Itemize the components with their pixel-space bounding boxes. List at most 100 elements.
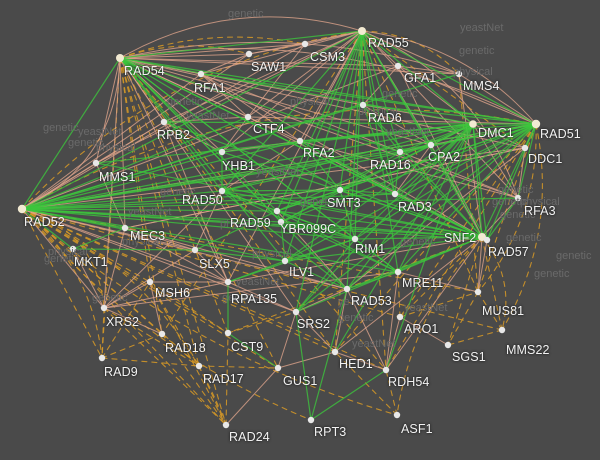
edge-physical	[385, 271, 399, 371]
edge-genetic	[295, 30, 363, 313]
graph-node[interactable]	[92, 159, 100, 167]
graph-node[interactable]	[69, 245, 77, 253]
graph-node[interactable]	[382, 366, 390, 374]
graph-node[interactable]	[218, 187, 226, 195]
edge-yeastnet	[477, 123, 537, 293]
edge-physical	[194, 249, 229, 283]
graph-node[interactable]	[244, 113, 252, 121]
graph-node[interactable]	[224, 329, 232, 337]
edge-genetic	[280, 221, 356, 240]
edge-physical	[95, 57, 121, 164]
graph-node[interactable]	[498, 326, 506, 334]
graph-node[interactable]	[301, 40, 309, 48]
graph-node[interactable]	[121, 224, 129, 232]
edge-genetic	[221, 151, 483, 238]
edge-genetic	[276, 189, 341, 212]
graph-node[interactable]	[336, 186, 344, 194]
edge-physical	[399, 316, 449, 346]
graph-node[interactable]	[273, 207, 281, 215]
graph-node[interactable]	[191, 246, 199, 254]
edge-genetic	[481, 123, 537, 238]
edge-genetic	[21, 151, 223, 210]
edge-genetic	[21, 57, 121, 210]
graph-node[interactable]	[483, 236, 491, 244]
edge-yeastnet	[103, 307, 227, 426]
graph-node[interactable]	[521, 144, 529, 152]
graph-node[interactable]	[224, 278, 232, 286]
edge-physical	[277, 351, 336, 369]
graph-node[interactable]	[222, 421, 230, 429]
edge-genetic	[354, 123, 474, 240]
graph-node[interactable]	[343, 285, 351, 293]
graph-node[interactable]	[98, 354, 106, 362]
edge-genetic	[227, 332, 279, 369]
graph-node[interactable]	[331, 348, 339, 356]
edge-genetic	[21, 123, 474, 210]
edge-physical	[247, 116, 537, 125]
edge-physical	[277, 311, 297, 369]
edge-physical	[385, 316, 401, 371]
edge-physical	[361, 30, 519, 199]
edge-genetic	[21, 208, 282, 223]
graph-node[interactable]	[146, 278, 154, 286]
edge-genetic	[221, 30, 363, 192]
edge-yeastnet	[101, 333, 163, 359]
edge-physical	[149, 281, 163, 335]
edge-genetic	[346, 271, 399, 290]
edge-genetic	[299, 140, 341, 191]
edge-genetic	[72, 248, 196, 251]
edge-genetic	[299, 140, 396, 195]
edge-genetic	[354, 30, 363, 240]
graph-node[interactable]	[394, 268, 402, 276]
graph-node[interactable]	[394, 62, 402, 70]
edge-physical	[21, 208, 297, 313]
graph-node[interactable]	[281, 257, 289, 265]
edge-genetic	[385, 123, 474, 371]
edge-genetic	[310, 288, 348, 421]
edge-yeastnet	[21, 208, 387, 371]
graph-node[interactable]	[292, 308, 300, 316]
edge-genetic	[200, 73, 537, 125]
graph-node[interactable]	[195, 362, 203, 370]
edge-physical	[227, 30, 363, 283]
graph-node[interactable]	[296, 137, 304, 145]
edge-physical	[124, 227, 348, 290]
graph-node[interactable]	[218, 148, 226, 156]
edge-genetic	[276, 210, 356, 240]
graph-node[interactable]	[158, 330, 166, 338]
graph-node[interactable]	[396, 148, 404, 156]
edge-genetic	[21, 189, 341, 210]
graph-node[interactable]	[455, 70, 463, 78]
graph-node[interactable]	[245, 50, 253, 58]
graph-node[interactable]	[391, 190, 399, 198]
graph-node[interactable]	[307, 416, 315, 424]
graph-node[interactable]	[116, 54, 124, 62]
edge-genetic	[119, 57, 401, 153]
graph-node[interactable]	[160, 118, 168, 126]
edge-physical	[163, 30, 363, 123]
graph-node[interactable]	[17, 204, 27, 214]
graph-node[interactable]	[274, 364, 282, 372]
edge-yeastnet	[385, 369, 398, 416]
graph-node[interactable]	[358, 27, 366, 35]
graph-node[interactable]	[469, 120, 477, 128]
edge-genetic	[472, 123, 488, 241]
graph-node[interactable]	[444, 341, 452, 349]
graph-node[interactable]	[474, 288, 482, 296]
edge-physical	[103, 227, 126, 309]
graph-node[interactable]	[197, 70, 205, 78]
edge-genetic	[486, 197, 519, 241]
graph-node[interactable]	[100, 304, 108, 312]
edge-physical	[346, 288, 387, 371]
graph-node[interactable]	[531, 119, 541, 129]
edge-yeastnet	[227, 311, 297, 334]
graph-node[interactable]	[396, 313, 404, 321]
graph-node[interactable]	[351, 235, 359, 243]
graph-node[interactable]	[393, 411, 401, 419]
edge-genetic	[295, 311, 312, 421]
graph-node[interactable]	[427, 141, 435, 149]
graph-node[interactable]	[277, 218, 285, 226]
graph-node[interactable]	[514, 194, 522, 202]
graph-node[interactable]	[359, 101, 367, 109]
